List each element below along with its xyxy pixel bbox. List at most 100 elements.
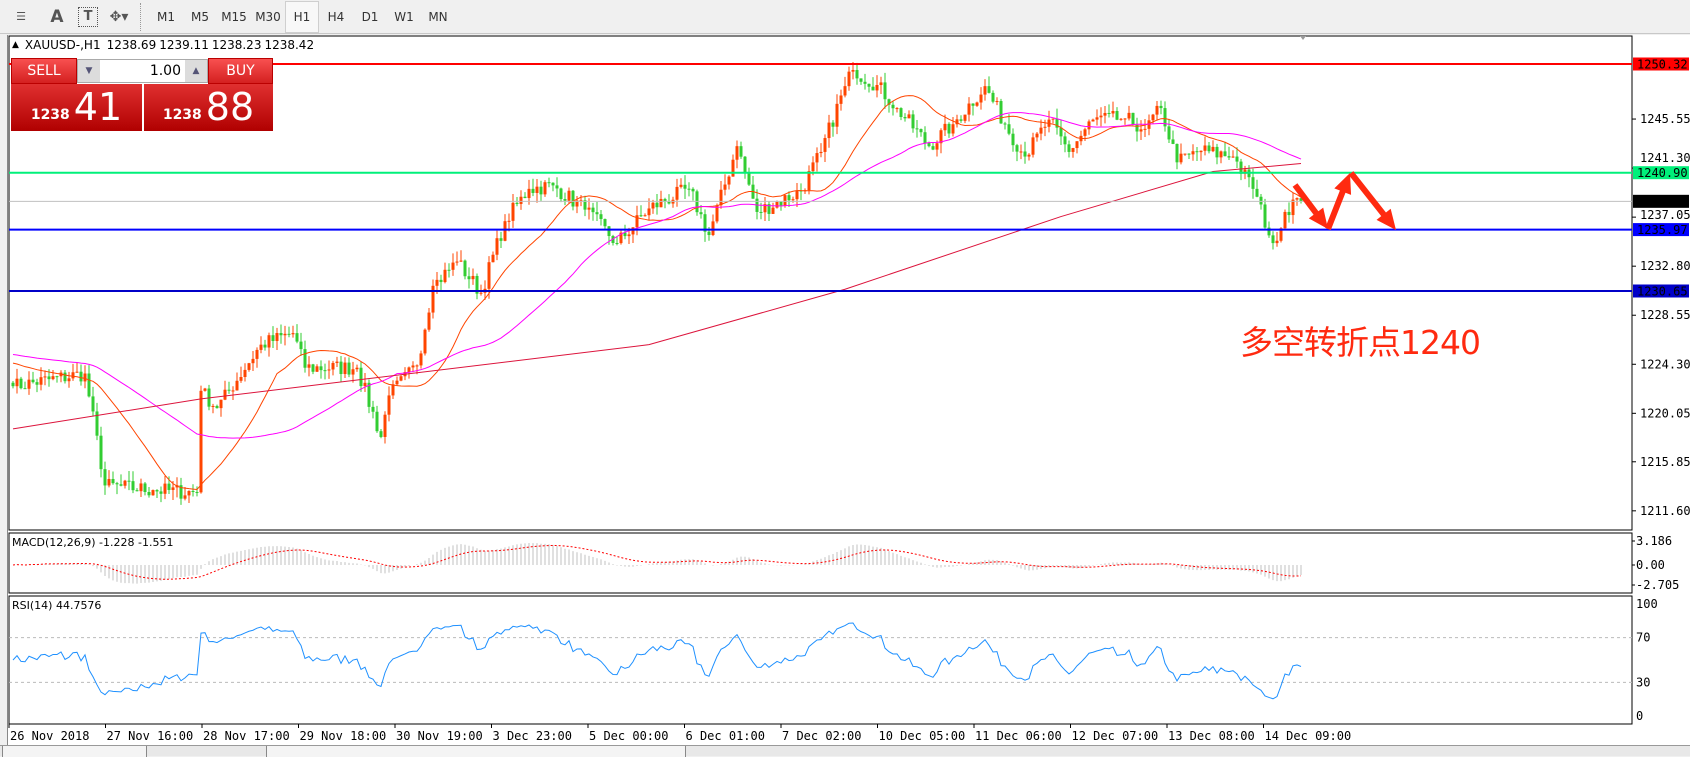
candle-body (1199, 150, 1203, 153)
lot-increase-icon[interactable]: ▲ (185, 60, 207, 82)
sell-price-pips: 41 (73, 85, 123, 129)
candle-body (831, 122, 835, 127)
candle-body (1087, 121, 1091, 130)
candle-body (415, 365, 419, 367)
price-tick-label: 1224.30 (1640, 357, 1690, 371)
candle-body (1163, 108, 1167, 127)
text-label-icon[interactable]: T (78, 6, 98, 27)
candle-body (331, 362, 335, 370)
candle-body (747, 172, 751, 185)
price-tick-label: 1241.30 (1640, 151, 1690, 165)
lot-value[interactable]: 1.00 (149, 63, 181, 79)
candle-body (295, 333, 299, 342)
candle-body (119, 484, 123, 486)
candle-body (979, 94, 983, 103)
candle-body (1295, 198, 1299, 200)
timeframe-m30[interactable]: M30 (255, 9, 281, 24)
candle-body (435, 279, 439, 286)
timeframe-d1[interactable]: D1 (361, 9, 379, 24)
candle-body (703, 214, 707, 232)
candle-body (187, 490, 191, 496)
candle-body (903, 116, 907, 119)
candle-body (139, 483, 143, 492)
candle-body (475, 275, 479, 294)
candle-body (1131, 112, 1135, 125)
candle-body (639, 215, 643, 217)
candle-body (431, 285, 435, 313)
candle-body (467, 276, 471, 280)
candle-body (691, 188, 695, 192)
sell-button[interactable]: SELL (11, 58, 77, 84)
candle-body (1243, 169, 1247, 174)
candle-body (87, 373, 91, 397)
sell-price[interactable]: 1238 41 (11, 84, 142, 131)
candle-body (1203, 145, 1207, 151)
candle-body (1179, 153, 1183, 163)
candle-body (735, 146, 739, 160)
candle-body (1119, 118, 1123, 120)
candle-body (1003, 123, 1007, 125)
candle-body (235, 380, 239, 391)
buy-button[interactable]: BUY (208, 58, 273, 84)
fibonacci-fan-icon[interactable]: ☰ (16, 10, 26, 23)
candle-body (763, 204, 767, 213)
candle-body (783, 195, 787, 206)
level-label-bg (1633, 223, 1689, 237)
candle-body (583, 200, 587, 210)
timeframe-m1[interactable]: M1 (157, 9, 175, 24)
macd-tick-label: -2.705 (1636, 578, 1679, 592)
timeframe-w1[interactable]: W1 (394, 9, 414, 24)
chart-tab[interactable] (2, 746, 147, 757)
candle-body (51, 376, 55, 380)
lot-size-input[interactable]: ▼ 1.00 ▲ (77, 59, 208, 83)
candle-body (439, 279, 443, 283)
text-icon[interactable]: A (50, 6, 64, 27)
candle-body (615, 242, 619, 244)
timeframe-h4[interactable]: H4 (327, 9, 345, 24)
collapse-arrow-icon[interactable]: ▲ (12, 40, 19, 50)
lot-decrease-icon[interactable]: ▼ (78, 60, 100, 82)
candle-body (759, 211, 763, 213)
chart-tab[interactable] (266, 746, 686, 757)
candle-body (343, 362, 347, 375)
candle-body (907, 114, 911, 119)
rsi-tick-label: 30 (1636, 675, 1650, 689)
candle-body (1155, 105, 1159, 115)
timeframe-m5[interactable]: M5 (191, 9, 209, 24)
candle-body (675, 186, 679, 200)
candle-body (227, 389, 231, 391)
level-label-bg (1633, 166, 1689, 180)
candle-body (503, 221, 507, 241)
candle-body (243, 369, 247, 377)
buy-price[interactable]: 1238 88 (144, 84, 273, 131)
candle-body (1095, 117, 1099, 120)
candle-body (1195, 151, 1199, 153)
candle-body (131, 481, 135, 491)
red-arrow-icon (1325, 173, 1352, 231)
candle-body (595, 212, 599, 215)
candle-body (1099, 115, 1103, 118)
candle-body (807, 171, 811, 191)
candle-body (1291, 199, 1295, 216)
timeframe-mn[interactable]: MN (428, 9, 448, 24)
timeframe-m15[interactable]: M15 (221, 9, 247, 24)
candle-body (579, 200, 583, 202)
arrows-icon[interactable]: ✥▾ (109, 8, 129, 25)
candle-body (827, 122, 831, 139)
candle-body (987, 86, 991, 93)
timeframe-h1[interactable]: H1 (285, 0, 319, 33)
candle-body (859, 78, 863, 82)
candle-body (391, 384, 395, 396)
candle-body (939, 130, 943, 144)
candle-body (943, 123, 947, 131)
chart-window[interactable] (7, 35, 1690, 745)
candle-body (271, 335, 275, 342)
time-tick-label: 30 Nov 19:00 (396, 729, 483, 743)
candle-body (171, 487, 175, 490)
candle-body (95, 411, 99, 436)
time-tick-label: 7 Dec 02:00 (782, 729, 861, 743)
candle-body (667, 201, 671, 204)
candle-body (1239, 161, 1243, 174)
candle-body (1283, 211, 1287, 229)
